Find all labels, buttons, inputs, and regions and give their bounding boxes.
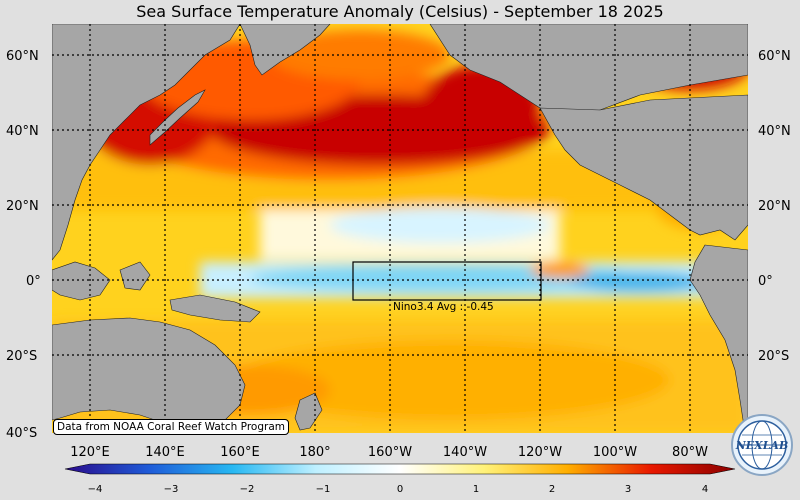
colorbar-tick-label: −4 [88, 484, 103, 495]
nino34-region-box [352, 261, 542, 301]
lat-label: 40°N [758, 124, 791, 139]
lat-label: 0° [26, 274, 41, 289]
new-guinea-landmass [169, 294, 261, 323]
lat-label: 0° [758, 274, 773, 289]
philippines-landmass [119, 261, 151, 291]
lat-label: 40°S [6, 426, 37, 441]
lon-label: 140°W [443, 445, 487, 460]
graticule [52, 24, 748, 433]
land-masses [52, 24, 748, 433]
map-title: Sea Surface Temperature Anomaly (Celsius… [136, 2, 664, 21]
lat-label: 20°N [6, 199, 39, 214]
asia-landmass [52, 24, 241, 261]
lon-labels: 120°E 140°E 160°E 180° 160°W 140°W 120°W… [70, 445, 708, 460]
lat-label: 20°S [758, 349, 789, 364]
lon-label: 100°W [593, 445, 637, 460]
colorbar-tick-label: 1 [473, 484, 479, 495]
lat-label: 60°N [758, 49, 791, 64]
colorbar-tick-label: 2 [549, 484, 555, 495]
colorbar-tick-label: −2 [240, 484, 255, 495]
colorbar-tick-label: 0 [397, 484, 403, 495]
lon-label: 180° [299, 445, 330, 460]
colorbar: −4 −3 −2 −1 0 1 2 3 4 [64, 463, 736, 495]
japan-landmass [149, 89, 206, 146]
logo-text: NEXLAB [735, 439, 789, 452]
lat-labels-left: 60°N 40°N 20°N 0° 20°S 40°S [6, 49, 41, 441]
lon-label: 120°W [518, 445, 562, 460]
lat-label: 60°N [6, 49, 39, 64]
lat-label: 20°N [758, 199, 791, 214]
south-america-landmass [689, 244, 748, 433]
colorbar-tick-label: −3 [164, 484, 179, 495]
lon-label: 80°W [672, 445, 708, 460]
lon-label: 160°W [368, 445, 412, 460]
lon-label: 160°E [220, 445, 260, 460]
colorbar-tick-label: 4 [702, 484, 708, 495]
source-note: Data from NOAA Coral Reef Watch Program [53, 419, 289, 435]
colorbar-tick-label: 3 [625, 484, 631, 495]
nino34-average-label: Nino3.4 Avg : -0.45 [393, 301, 494, 313]
globe-logo-icon: NEXLAB [730, 413, 794, 477]
colorbar-ticks: −4 −3 −2 −1 0 1 2 3 4 [88, 484, 709, 495]
borneo-landmass [52, 261, 111, 301]
lat-labels-right: 60°N 40°N 20°N 0° 20°S [758, 49, 791, 364]
colorbar-bar [64, 463, 736, 475]
new-zealand-landmass [294, 392, 323, 431]
australia-landmass [52, 317, 246, 429]
lat-label: 40°N [6, 124, 39, 139]
kamchatka-landmass [239, 24, 331, 76]
lat-label: 20°S [6, 349, 37, 364]
lon-label: 120°E [70, 445, 110, 460]
lon-label: 140°E [145, 445, 185, 460]
colorbar-tick-label: −1 [316, 484, 331, 495]
map-area [52, 24, 748, 433]
